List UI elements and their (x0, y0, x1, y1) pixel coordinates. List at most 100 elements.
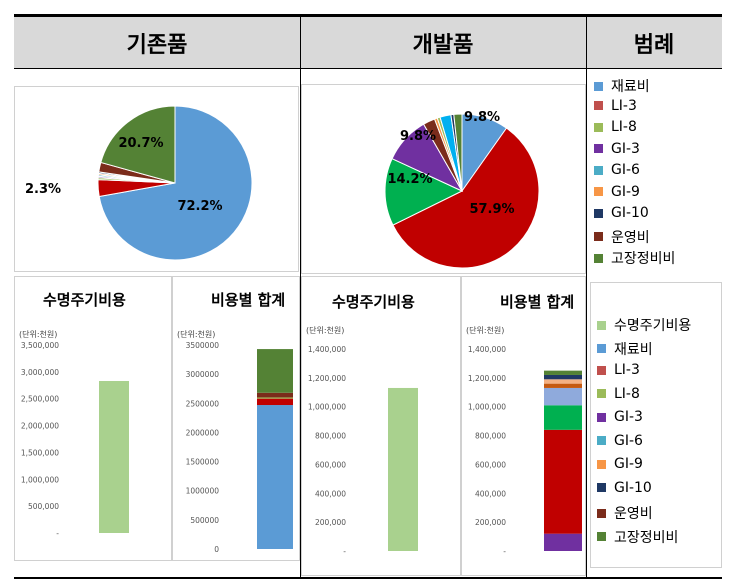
legend-item: GI-6 (594, 162, 640, 178)
unit-label: (단위:천원) (306, 326, 345, 335)
legend-item: GI-3 (594, 141, 640, 157)
pie-slice-1 (392, 127, 540, 269)
header-existing-label: 기존품 (126, 32, 188, 58)
legend-swatch (597, 344, 606, 353)
pie-chart-developed: 9.8% 57.9% 14.2% 9.8% (384, 110, 540, 269)
legend-label: GI-9 (614, 456, 643, 472)
legend-label: GI-3 (614, 409, 643, 425)
header-developed: 개발품 (300, 14, 586, 69)
tick-label-0: - (503, 547, 506, 556)
legend-label: 고장정비비 (614, 529, 679, 546)
tick-label-5: 2,500,000 (21, 395, 59, 404)
tick-label-1: 500,000 (28, 502, 59, 511)
bar-segment-3 (544, 387, 582, 406)
pie-label-2: 14.2% (387, 172, 432, 187)
legend-label: GI-6 (614, 432, 643, 449)
unit-label: (단위:천원) (19, 330, 58, 339)
legend-swatch (594, 253, 603, 263)
legend-swatch (597, 389, 606, 398)
bar-panel-sum-developed: 비용별 합계 (단위:천원) - 200,000 400,000 600,000 800… (461, 276, 586, 576)
bar-title: 수명주기비용 (43, 291, 126, 309)
bar-segment-2 (257, 397, 293, 399)
legend-swatch (597, 508, 606, 518)
tick-label-5: 1,000,000 (308, 403, 346, 412)
header-legend-label: 범례 (633, 32, 675, 58)
tick-label-7: 3500000 (186, 341, 220, 350)
legend-item: GI-10 (594, 205, 649, 221)
legend-swatch (597, 412, 606, 422)
tick-label-5: 2500000 (186, 399, 220, 408)
legend-item: LI-8 (597, 386, 640, 402)
legend-bottom: 수명주기비용 재료비 LI-3 LI-8 GI-3 GI-6 GI-9 GI-10 운영비 고장정… (590, 282, 722, 568)
tick-label-6: 1,200,000 (468, 374, 506, 383)
legend-swatch (594, 101, 603, 110)
unit-label: (단위:천원) (177, 330, 216, 339)
legend-item: GI-3 (597, 409, 643, 425)
bar-segment-5 (544, 379, 582, 384)
legend-label: GI-10 (614, 479, 652, 496)
pie-label-0: 72.2% (177, 199, 222, 214)
bar-panel-sum-existing: 비용별 합계 (단위:천원) 0 500000 1000000 1500000 2000… (172, 276, 300, 561)
header-existing: 기존품 (14, 14, 300, 69)
legend-item: 운영비 (594, 227, 650, 247)
bar-chart-lcc-developed: - 200,000 400,000 600,000 800,000 1,000,000 1,… (308, 345, 418, 556)
legend-swatch (597, 483, 606, 492)
bar-segment-7 (544, 370, 582, 375)
legend-label: 고장정비비 (611, 251, 676, 267)
bar-title: 비용별 합계 (500, 293, 575, 311)
tick-label-3: 1,500,000 (21, 448, 59, 457)
tick-label-2: 400,000 (475, 489, 506, 498)
legend-label: GI-6 (611, 162, 640, 178)
legend-swatch (597, 532, 606, 541)
legend-label: LI-8 (611, 119, 637, 135)
legend-item: GI-9 (597, 456, 643, 472)
header-legend: 범례 (586, 14, 722, 69)
legend-label: LI-8 (614, 385, 640, 402)
legend-label: LI-3 (611, 97, 637, 114)
legend-item: 수명주기비용 (597, 315, 691, 335)
bar-segment-1 (544, 429, 582, 534)
legend-item: GI-9 (594, 184, 640, 200)
bar-panel-lcc-developed: 수명주기비용 (단위:천원) - 200,000 400,000 600,000 800… (301, 276, 461, 576)
bar-segment-0 (257, 405, 293, 549)
bar-chart-sum-developed: - 200,000 400,000 600,000 800,000 1,000,000 1,… (468, 345, 582, 556)
legend-label: GI-9 (611, 183, 640, 200)
tick-label-7: 3,500,000 (21, 341, 59, 350)
tick-label-6: 1,200,000 (308, 374, 346, 383)
tick-label-5: 1,000,000 (468, 403, 506, 412)
legend-swatch (594, 187, 603, 196)
tick-label-4: 2,000,000 (21, 422, 59, 431)
legend-label: GI-10 (611, 205, 649, 221)
pie-slice-9 (453, 113, 463, 192)
legend-label: 운영비 (611, 229, 650, 246)
legend-label: 재료비 (611, 79, 650, 95)
legend-item: GI-6 (597, 433, 643, 449)
tick-label-0: 0 (214, 545, 219, 554)
tick-label-7: 1,400,000 (308, 345, 346, 354)
tick-label-1: 200,000 (315, 518, 346, 527)
legend-label: 수명주기비용 (614, 318, 692, 334)
legend-swatch (594, 144, 603, 153)
legend-swatch (594, 208, 603, 218)
tick-label-1: 200,000 (475, 518, 506, 527)
legend-swatch (594, 122, 603, 132)
legend-swatch (594, 232, 603, 241)
bar-title: 비용별 합계 (211, 291, 286, 309)
bar-segment-4 (544, 383, 582, 388)
legend-label: GI-3 (611, 140, 640, 157)
legend-item: LI-8 (594, 119, 637, 135)
tick-label-0: - (56, 529, 59, 538)
legend-item: LI-3 (594, 98, 637, 114)
pie-label-8: 20.7% (118, 136, 163, 151)
header-developed-label: 개발품 (412, 32, 474, 58)
pie-label-3: 9.8% (400, 129, 436, 144)
tick-label-3: 1500000 (186, 458, 220, 467)
pie-panel-existing: 72.2% 2.3% 20.7% (14, 86, 299, 272)
bar-segment-3 (257, 392, 293, 398)
divider-2 (586, 14, 587, 579)
tick-label-2: 400,000 (315, 489, 346, 498)
bar-title: 수명주기비용 (332, 293, 415, 311)
pie-label-1: 2.3% (25, 182, 61, 197)
bar-segment-1 (257, 398, 293, 406)
legend-swatch (597, 320, 606, 330)
